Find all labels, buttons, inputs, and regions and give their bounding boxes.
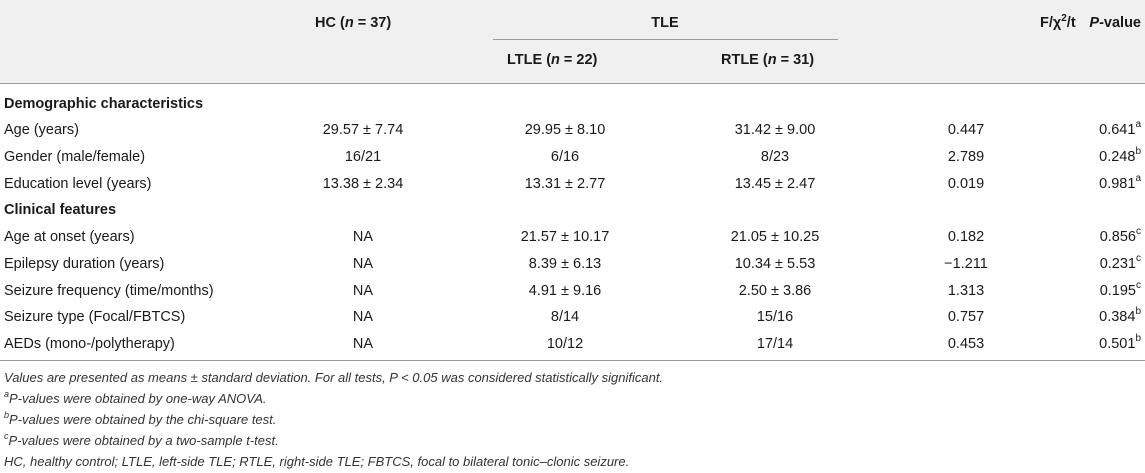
cell-hc: 29.57 ± 7.74 — [322, 122, 404, 138]
cell-ltle: 29.95 ± 8.10 — [524, 122, 606, 138]
cell-ltle: 8.39 ± 6.13 — [528, 256, 602, 272]
header-hc: HC (n = 37) — [315, 15, 392, 31]
row-label: AEDs (mono-/polytherapy) — [4, 336, 175, 352]
tle-span-line — [493, 39, 838, 40]
row-label: Gender (male/female) — [4, 149, 146, 165]
cell-p: 0.231c — [1099, 253, 1141, 272]
row-label: Age (years) — [4, 122, 79, 138]
section-title-demographic: Demographic characteristics — [4, 96, 204, 112]
cell-p: 0.248b — [1099, 146, 1141, 165]
row-label: Seizure frequency (time/months) — [4, 283, 214, 299]
cell-stat: 1.313 — [947, 283, 985, 299]
cell-stat: 0.453 — [947, 336, 985, 352]
header-ltle: LTLE (n = 22) — [507, 52, 598, 68]
section-title-clinical: Clinical features — [4, 202, 117, 218]
cell-stat: 2.789 — [947, 149, 985, 165]
cell-rtle: 2.50 ± 3.86 — [738, 283, 812, 299]
cell-ltle: 6/16 — [550, 149, 580, 165]
footnote-abbreviations: HC, healthy control; LTLE, left-side TLE… — [4, 454, 630, 469]
footnote-a: aP-values were obtained by one-way ANOVA… — [4, 388, 267, 406]
cell-hc: 13.38 ± 2.34 — [322, 176, 404, 192]
cell-hc: NA — [352, 309, 374, 325]
cell-stat: 0.757 — [947, 309, 985, 325]
row-label: Education level (years) — [4, 176, 152, 192]
table-bottom-line — [0, 360, 1145, 361]
cell-rtle: 10.34 ± 5.53 — [734, 256, 816, 272]
cell-rtle: 31.42 ± 9.00 — [734, 122, 816, 138]
cell-p: 0.195c — [1099, 280, 1141, 299]
cell-rtle: 8/23 — [760, 149, 790, 165]
header-stat: F/χ2/t — [1040, 13, 1076, 31]
footnote-main: Values are presented as means ± standard… — [4, 370, 664, 385]
header-tle: TLE — [651, 15, 679, 31]
cell-stat: 0.019 — [947, 176, 985, 192]
cell-ltle: 8/14 — [550, 309, 580, 325]
row-label: Age at onset (years) — [4, 229, 135, 245]
cell-p: 0.501b — [1099, 333, 1141, 352]
cell-hc: NA — [352, 229, 374, 245]
cell-hc: NA — [352, 336, 374, 352]
cell-stat: 0.447 — [947, 122, 985, 138]
cell-hc: NA — [352, 283, 374, 299]
header-rtle: RTLE (n = 31) — [721, 52, 815, 68]
cell-rtle: 13.45 ± 2.47 — [734, 176, 816, 192]
row-label: Epilepsy duration (years) — [4, 256, 165, 272]
header-p-value: P-value — [1089, 15, 1141, 31]
cell-p: 0.384b — [1099, 306, 1141, 325]
cell-rtle: 17/14 — [756, 336, 794, 352]
cell-ltle: 13.31 ± 2.77 — [524, 176, 606, 192]
footnote-c: cP-values were obtained by a two-sample … — [4, 430, 279, 448]
table-header-band — [0, 0, 1145, 83]
cell-rtle: 21.05 ± 10.25 — [730, 229, 820, 245]
cell-ltle: 10/12 — [546, 336, 584, 352]
cell-ltle: 21.57 ± 10.17 — [520, 229, 610, 245]
cell-p: 0.981a — [1099, 173, 1141, 192]
footnote-b: bP-values were obtained by the chi-squar… — [4, 409, 277, 427]
cell-rtle: 15/16 — [756, 309, 794, 325]
cell-p: 0.856c — [1099, 226, 1141, 245]
cell-stat: −1.211 — [944, 256, 988, 272]
cell-hc: 16/21 — [344, 149, 382, 165]
cell-hc: NA — [352, 256, 374, 272]
header-bottom-line — [0, 83, 1145, 84]
row-label: Seizure type (Focal/FBTCS) — [4, 309, 186, 325]
cell-stat: 0.182 — [947, 229, 985, 245]
cell-p: 0.641a — [1099, 119, 1141, 138]
cell-ltle: 4.91 ± 9.16 — [528, 283, 602, 299]
